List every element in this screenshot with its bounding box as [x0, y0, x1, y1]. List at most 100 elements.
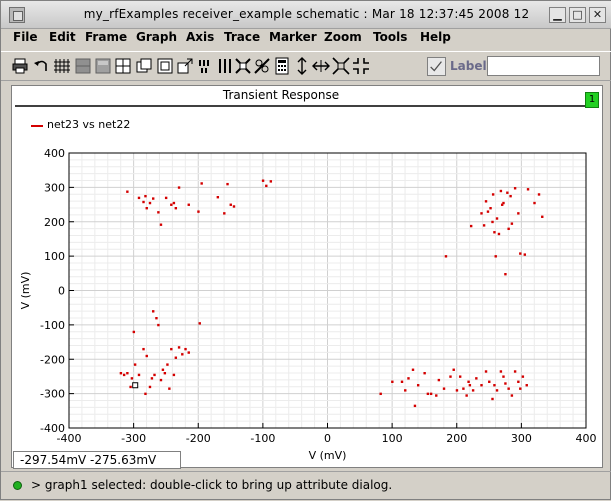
- new-window-icon[interactable]: [156, 57, 174, 75]
- data-point: [499, 370, 503, 373]
- data-point: [525, 384, 528, 387]
- data-point: [148, 201, 152, 205]
- data-point: [172, 201, 176, 205]
- data-point: [177, 186, 181, 189]
- data-point: [184, 347, 187, 351]
- x-axis-label: V (mV): [309, 449, 347, 462]
- coordinate-readout: -297.54mV -275.63mV: [13, 451, 181, 469]
- data-point: [413, 404, 417, 408]
- title-bar[interactable]: my_rfExamples receiver_example schematic…: [1, 1, 611, 29]
- data-point: [200, 182, 203, 185]
- data-point: [132, 330, 136, 334]
- menu-zoom[interactable]: Zoom: [324, 30, 362, 44]
- y-tick-label: -100: [40, 319, 65, 332]
- menu-marker[interactable]: Marker: [269, 30, 317, 44]
- undo-icon[interactable]: [32, 57, 50, 75]
- data-point: [198, 322, 201, 325]
- data-point: [497, 232, 501, 236]
- subwindow-icon[interactable]: [114, 57, 132, 75]
- legend-entry[interactable]: net23 vs net22: [47, 118, 131, 131]
- window-menu-icon[interactable]: [9, 7, 25, 23]
- data-point: [493, 231, 496, 234]
- calculator-icon[interactable]: [273, 57, 291, 75]
- data-point: [164, 196, 168, 200]
- legend-swatch: [31, 125, 43, 127]
- data-point: [170, 347, 173, 351]
- menu-file[interactable]: File: [13, 30, 38, 44]
- graph-title: Transient Response: [222, 88, 340, 102]
- data-point: [122, 373, 126, 377]
- menu-trace[interactable]: Trace: [224, 30, 261, 44]
- graph-number-badge[interactable]: 1: [585, 92, 599, 108]
- close-button[interactable]: ✕: [589, 7, 606, 23]
- data-point: [494, 255, 497, 258]
- data-point: [462, 387, 465, 390]
- data-point: [129, 385, 132, 389]
- data-point: [521, 375, 525, 378]
- x-tick-label: -300: [121, 432, 146, 445]
- data-point: [502, 375, 505, 378]
- maximize-button[interactable]: □: [569, 7, 586, 23]
- crosshair-icon[interactable]: [234, 57, 252, 75]
- data-point: [148, 385, 152, 389]
- data-point: [491, 220, 494, 224]
- x-tick-label: 200: [446, 432, 467, 445]
- horizontal-split-icon[interactable]: [312, 57, 330, 75]
- data-point: [159, 223, 163, 226]
- data-point: [429, 392, 433, 396]
- zoom-window-icon[interactable]: [176, 57, 194, 75]
- y-tick-label: 300: [44, 181, 65, 194]
- data-point: [407, 377, 410, 380]
- y-tick-label: 100: [44, 250, 65, 263]
- copy-window-icon[interactable]: [135, 57, 153, 75]
- delta-marker-icon[interactable]: [216, 57, 234, 75]
- data-point: [484, 370, 488, 373]
- menu-graph[interactable]: Graph: [136, 30, 177, 44]
- zoom-fit-icon[interactable]: [352, 57, 370, 75]
- data-point: [172, 373, 176, 377]
- data-point: [533, 201, 536, 205]
- fit-icon[interactable]: [332, 57, 350, 75]
- strip-icon[interactable]: [74, 57, 92, 75]
- data-point: [480, 212, 483, 215]
- data-point: [159, 378, 163, 382]
- data-point: [177, 346, 181, 349]
- data-point: [488, 380, 491, 383]
- data-point: [174, 356, 178, 359]
- data-point: [145, 354, 148, 358]
- data-point: [411, 368, 415, 371]
- data-point: [510, 394, 514, 397]
- menu-axis[interactable]: Axis: [186, 30, 215, 44]
- minimize-button[interactable]: ▁: [549, 7, 566, 23]
- data-point: [452, 368, 455, 371]
- title-divider: [15, 105, 599, 107]
- data-point: [499, 189, 503, 193]
- x-tick-label: 400: [576, 432, 597, 445]
- data-point: [157, 323, 160, 327]
- data-point: [495, 217, 499, 220]
- y-tick-label: -200: [40, 353, 65, 366]
- print-icon[interactable]: [11, 57, 29, 75]
- menu-frame[interactable]: Frame: [85, 30, 128, 44]
- label-checkbox[interactable]: [427, 57, 446, 76]
- data-point: [465, 394, 468, 397]
- label-input[interactable]: [487, 56, 600, 76]
- markers-icon[interactable]: [197, 57, 215, 75]
- x-tick-label: 0: [324, 432, 331, 445]
- data-point: [449, 375, 452, 378]
- data-point: [510, 222, 514, 225]
- grid-icon[interactable]: [53, 57, 71, 75]
- menu-tools[interactable]: Tools: [373, 30, 408, 44]
- data-point: [468, 384, 472, 387]
- vertical-split-icon[interactable]: [293, 57, 311, 75]
- crosshair-alt-icon[interactable]: [253, 57, 271, 75]
- menu-edit[interactable]: Edit: [49, 30, 76, 44]
- scatter-chart[interactable]: -400 -300 -200 -100 0 100 200 300 400 -400 -300 -20…: [11, 141, 603, 466]
- strip-alt-icon[interactable]: [94, 57, 112, 75]
- marker-point: [132, 382, 139, 389]
- x-tick-label: -200: [186, 432, 211, 445]
- menu-help[interactable]: Help: [420, 30, 451, 44]
- data-point: [486, 210, 490, 213]
- data-point: [187, 351, 190, 354]
- x-tick-label: 100: [382, 432, 403, 445]
